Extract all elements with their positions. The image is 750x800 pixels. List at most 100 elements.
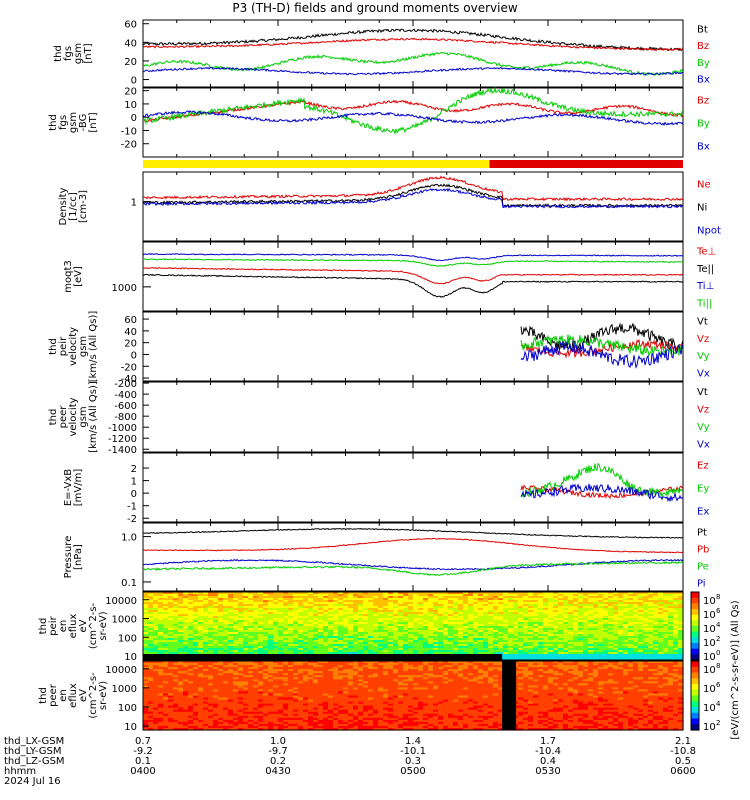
spectrogram-cell xyxy=(173,648,179,651)
spectrogram-cell xyxy=(523,650,529,653)
spectrogram-cell xyxy=(203,602,209,605)
spectrogram-cell xyxy=(653,634,659,637)
spectrogram-cell xyxy=(613,624,619,627)
spectrogram-cell xyxy=(168,707,174,711)
spectrogram-cell xyxy=(513,630,519,633)
spectrogram-cell xyxy=(183,596,189,599)
legend-Vy: Vy xyxy=(697,351,710,362)
spectrogram-cell xyxy=(148,636,154,639)
spectrogram-cell xyxy=(193,723,199,727)
spectrogram-cell xyxy=(368,604,374,607)
spectrogram-cell xyxy=(623,632,629,635)
spectrogram-cell xyxy=(558,618,564,621)
spectrogram-cell xyxy=(518,652,524,655)
spectrogram-cell xyxy=(148,598,154,601)
spectrogram-cell xyxy=(283,600,289,603)
spectrogram-cell xyxy=(593,600,599,603)
spectrogram-cell xyxy=(678,594,684,597)
spectrogram-cell xyxy=(303,622,309,625)
spectrogram-cell xyxy=(433,648,439,651)
spectrogram-cell xyxy=(213,717,219,721)
spectrogram-cell xyxy=(223,667,229,670)
spectrogram-cell xyxy=(213,693,219,697)
spectrogram-cell xyxy=(608,592,614,595)
spectrogram-cell xyxy=(268,638,274,641)
spectrogram-cell xyxy=(243,620,249,623)
spectrogram-cell xyxy=(148,725,154,729)
spectrogram-cell xyxy=(168,626,174,629)
spectrogram-cell xyxy=(628,598,634,601)
spectrogram-cell xyxy=(353,626,359,629)
spectrogram-cell xyxy=(608,654,614,657)
spectrogram-cell xyxy=(188,650,194,653)
spectrogram-cell xyxy=(238,703,244,707)
spectrogram-cell xyxy=(143,648,149,651)
spectrogram-cell xyxy=(288,618,294,621)
spectrogram-cell xyxy=(183,608,189,611)
spectrogram-cell xyxy=(218,709,224,713)
spectrogram-cell xyxy=(223,665,229,668)
spectrogram-cell xyxy=(303,644,309,647)
spectrogram-cell xyxy=(648,650,654,653)
spectrogram-cell xyxy=(648,606,654,609)
spectrogram-cell xyxy=(348,650,354,653)
spectrogram-cell xyxy=(228,598,234,601)
spectrogram-cell xyxy=(333,618,339,621)
spectrogram-cell xyxy=(368,652,374,655)
spectrogram-cell xyxy=(343,622,349,625)
spectrogram-cell xyxy=(503,638,509,641)
spectrogram-cell xyxy=(458,638,464,641)
spectrogram-cell xyxy=(623,628,629,631)
spectrogram-cell xyxy=(153,693,159,697)
spectrogram-cell xyxy=(148,594,154,597)
spectrogram-cell xyxy=(448,632,454,635)
spectrogram-cell xyxy=(508,596,514,599)
spectrogram-cell xyxy=(173,681,179,684)
spectrogram-cell xyxy=(283,610,289,613)
spectrogram-cell xyxy=(188,728,194,731)
spectrogram-cell xyxy=(558,622,564,625)
spectrogram-cell xyxy=(328,630,334,633)
spectrogram-cell xyxy=(168,717,174,721)
spectrogram-cell xyxy=(563,654,569,657)
spectrogram-cell xyxy=(503,628,509,631)
spectrogram-cell xyxy=(208,638,214,641)
spectrogram-cell xyxy=(363,646,369,649)
spectrogram-cell xyxy=(358,634,364,637)
spectrogram-cell xyxy=(488,648,494,651)
spectrogram-cell xyxy=(593,606,599,609)
spectrogram-cell xyxy=(143,602,149,605)
spectrogram-cell xyxy=(483,622,489,625)
spectrogram-cell xyxy=(503,654,509,657)
spectrogram-cell xyxy=(438,598,444,601)
spectrogram-cell xyxy=(178,721,184,725)
spectrogram-cell xyxy=(408,594,414,597)
spectrogram-cell xyxy=(163,640,169,643)
spectrogram-cell xyxy=(253,699,259,703)
spectrogram-cell xyxy=(163,600,169,603)
spectrogram-cell xyxy=(228,711,234,715)
spectrogram-cell xyxy=(253,675,259,678)
spectrogram-cell xyxy=(153,620,159,623)
spectrogram-cell xyxy=(238,699,244,703)
spectrogram-cell xyxy=(153,677,159,680)
spectrogram-cell xyxy=(523,614,529,617)
spectrogram-cell xyxy=(183,677,189,680)
spectrogram-cell xyxy=(508,638,514,641)
spectrogram-cell xyxy=(213,642,219,645)
spectrogram-cell xyxy=(163,646,169,649)
tick-label: -1 xyxy=(127,502,137,513)
spectrogram-cell xyxy=(578,618,584,621)
spectrogram-cell xyxy=(163,604,169,607)
spectrogram-cell xyxy=(443,630,449,633)
spectrogram-cell xyxy=(518,594,524,597)
spectrogram-cell xyxy=(453,626,459,629)
spectrogram-cell xyxy=(648,592,654,595)
spectrogram-cell xyxy=(633,638,639,641)
spectrogram-cell xyxy=(643,654,649,657)
spectrogram-cell xyxy=(383,616,389,619)
spectrogram-cell xyxy=(528,650,534,653)
ylabel-4: moqt3 [eV] xyxy=(63,260,84,293)
ylabel-line: [nT] xyxy=(88,112,99,132)
spectrogram-cell xyxy=(183,673,189,676)
